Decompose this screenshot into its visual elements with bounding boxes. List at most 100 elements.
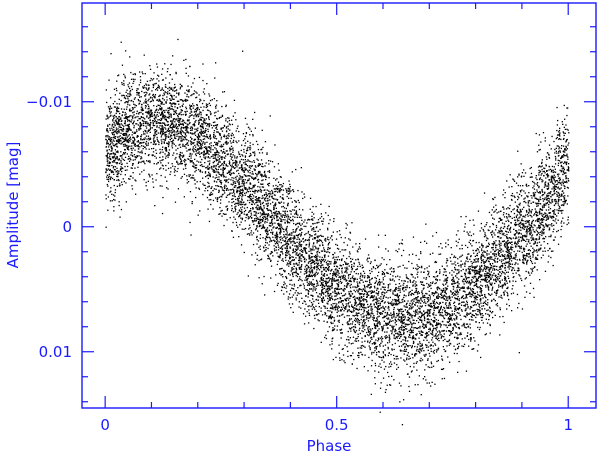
data-point [503,232,505,235]
data-point [269,195,271,197]
data-point [132,163,134,165]
data-point [381,356,383,359]
data-point [164,138,167,140]
data-point [241,167,244,169]
data-point [313,217,315,219]
data-point [467,246,469,249]
data-point [134,167,136,169]
data-point [556,173,559,175]
data-point [153,113,156,116]
data-point [553,213,555,215]
data-point [519,202,521,204]
data-point [288,256,291,258]
data-point [435,270,438,273]
data-point [137,145,139,147]
data-point [379,363,381,365]
data-point [517,250,519,252]
data-point [466,258,469,260]
data-point [356,314,358,316]
data-point [145,142,147,144]
data-point [518,229,520,231]
data-point [158,141,160,144]
data-point [346,311,349,313]
data-point [538,144,540,146]
data-point [241,201,243,204]
data-point [273,188,275,190]
data-point [207,189,209,192]
data-point [354,278,356,280]
data-point [504,254,506,256]
data-point [124,156,127,158]
data-point [516,205,518,207]
data-point [518,302,520,305]
data-point [254,169,256,171]
data-point [515,230,518,232]
data-point [529,167,531,170]
data-point [561,181,563,183]
data-point [432,235,434,237]
data-point [457,291,460,293]
data-point [124,169,126,171]
data-point [313,255,315,258]
data-point [208,220,211,223]
data-point [131,116,134,118]
data-point [398,294,401,297]
data-point [421,312,423,314]
data-point [235,208,237,211]
data-point [346,283,348,285]
data-point [341,306,343,308]
data-point [315,248,317,250]
data-point [255,177,257,180]
data-point [482,252,484,254]
data-point [304,270,306,273]
data-point [548,204,550,206]
data-point [319,245,321,247]
data-point [311,215,313,217]
data-point [536,238,538,240]
data-point [306,284,309,286]
data-point [130,94,132,96]
data-point [529,257,532,259]
data-point [322,278,324,280]
data-point [405,323,407,326]
data-point [359,327,361,329]
data-point [201,102,204,105]
data-point [161,129,163,131]
data-point [170,123,172,126]
data-point [458,323,460,326]
data-point [388,363,391,365]
data-point [141,150,143,152]
data-point [409,281,412,283]
data-point [140,116,142,118]
data-point [272,227,274,229]
data-point [461,345,463,347]
data-point [387,317,390,319]
data-point [443,324,445,326]
data-point [224,157,226,159]
data-point [368,280,371,282]
data-point [400,301,402,304]
data-point [313,327,315,330]
data-point [317,247,319,250]
data-point [121,83,123,86]
data-point [311,253,313,255]
data-point [538,238,540,240]
data-point [556,230,558,233]
data-point [326,278,328,280]
data-point [341,275,343,277]
data-point [464,273,467,275]
data-point [458,298,461,300]
data-point [560,195,562,198]
data-point [209,157,211,159]
data-point [485,246,487,249]
data-point [518,225,520,227]
data-point [539,210,541,212]
data-point [195,167,197,169]
data-point [159,168,161,170]
data-point [251,220,254,222]
data-point [130,175,132,177]
data-point [473,252,475,254]
data-point [409,302,411,305]
data-point [238,197,240,199]
data-point [564,149,566,151]
